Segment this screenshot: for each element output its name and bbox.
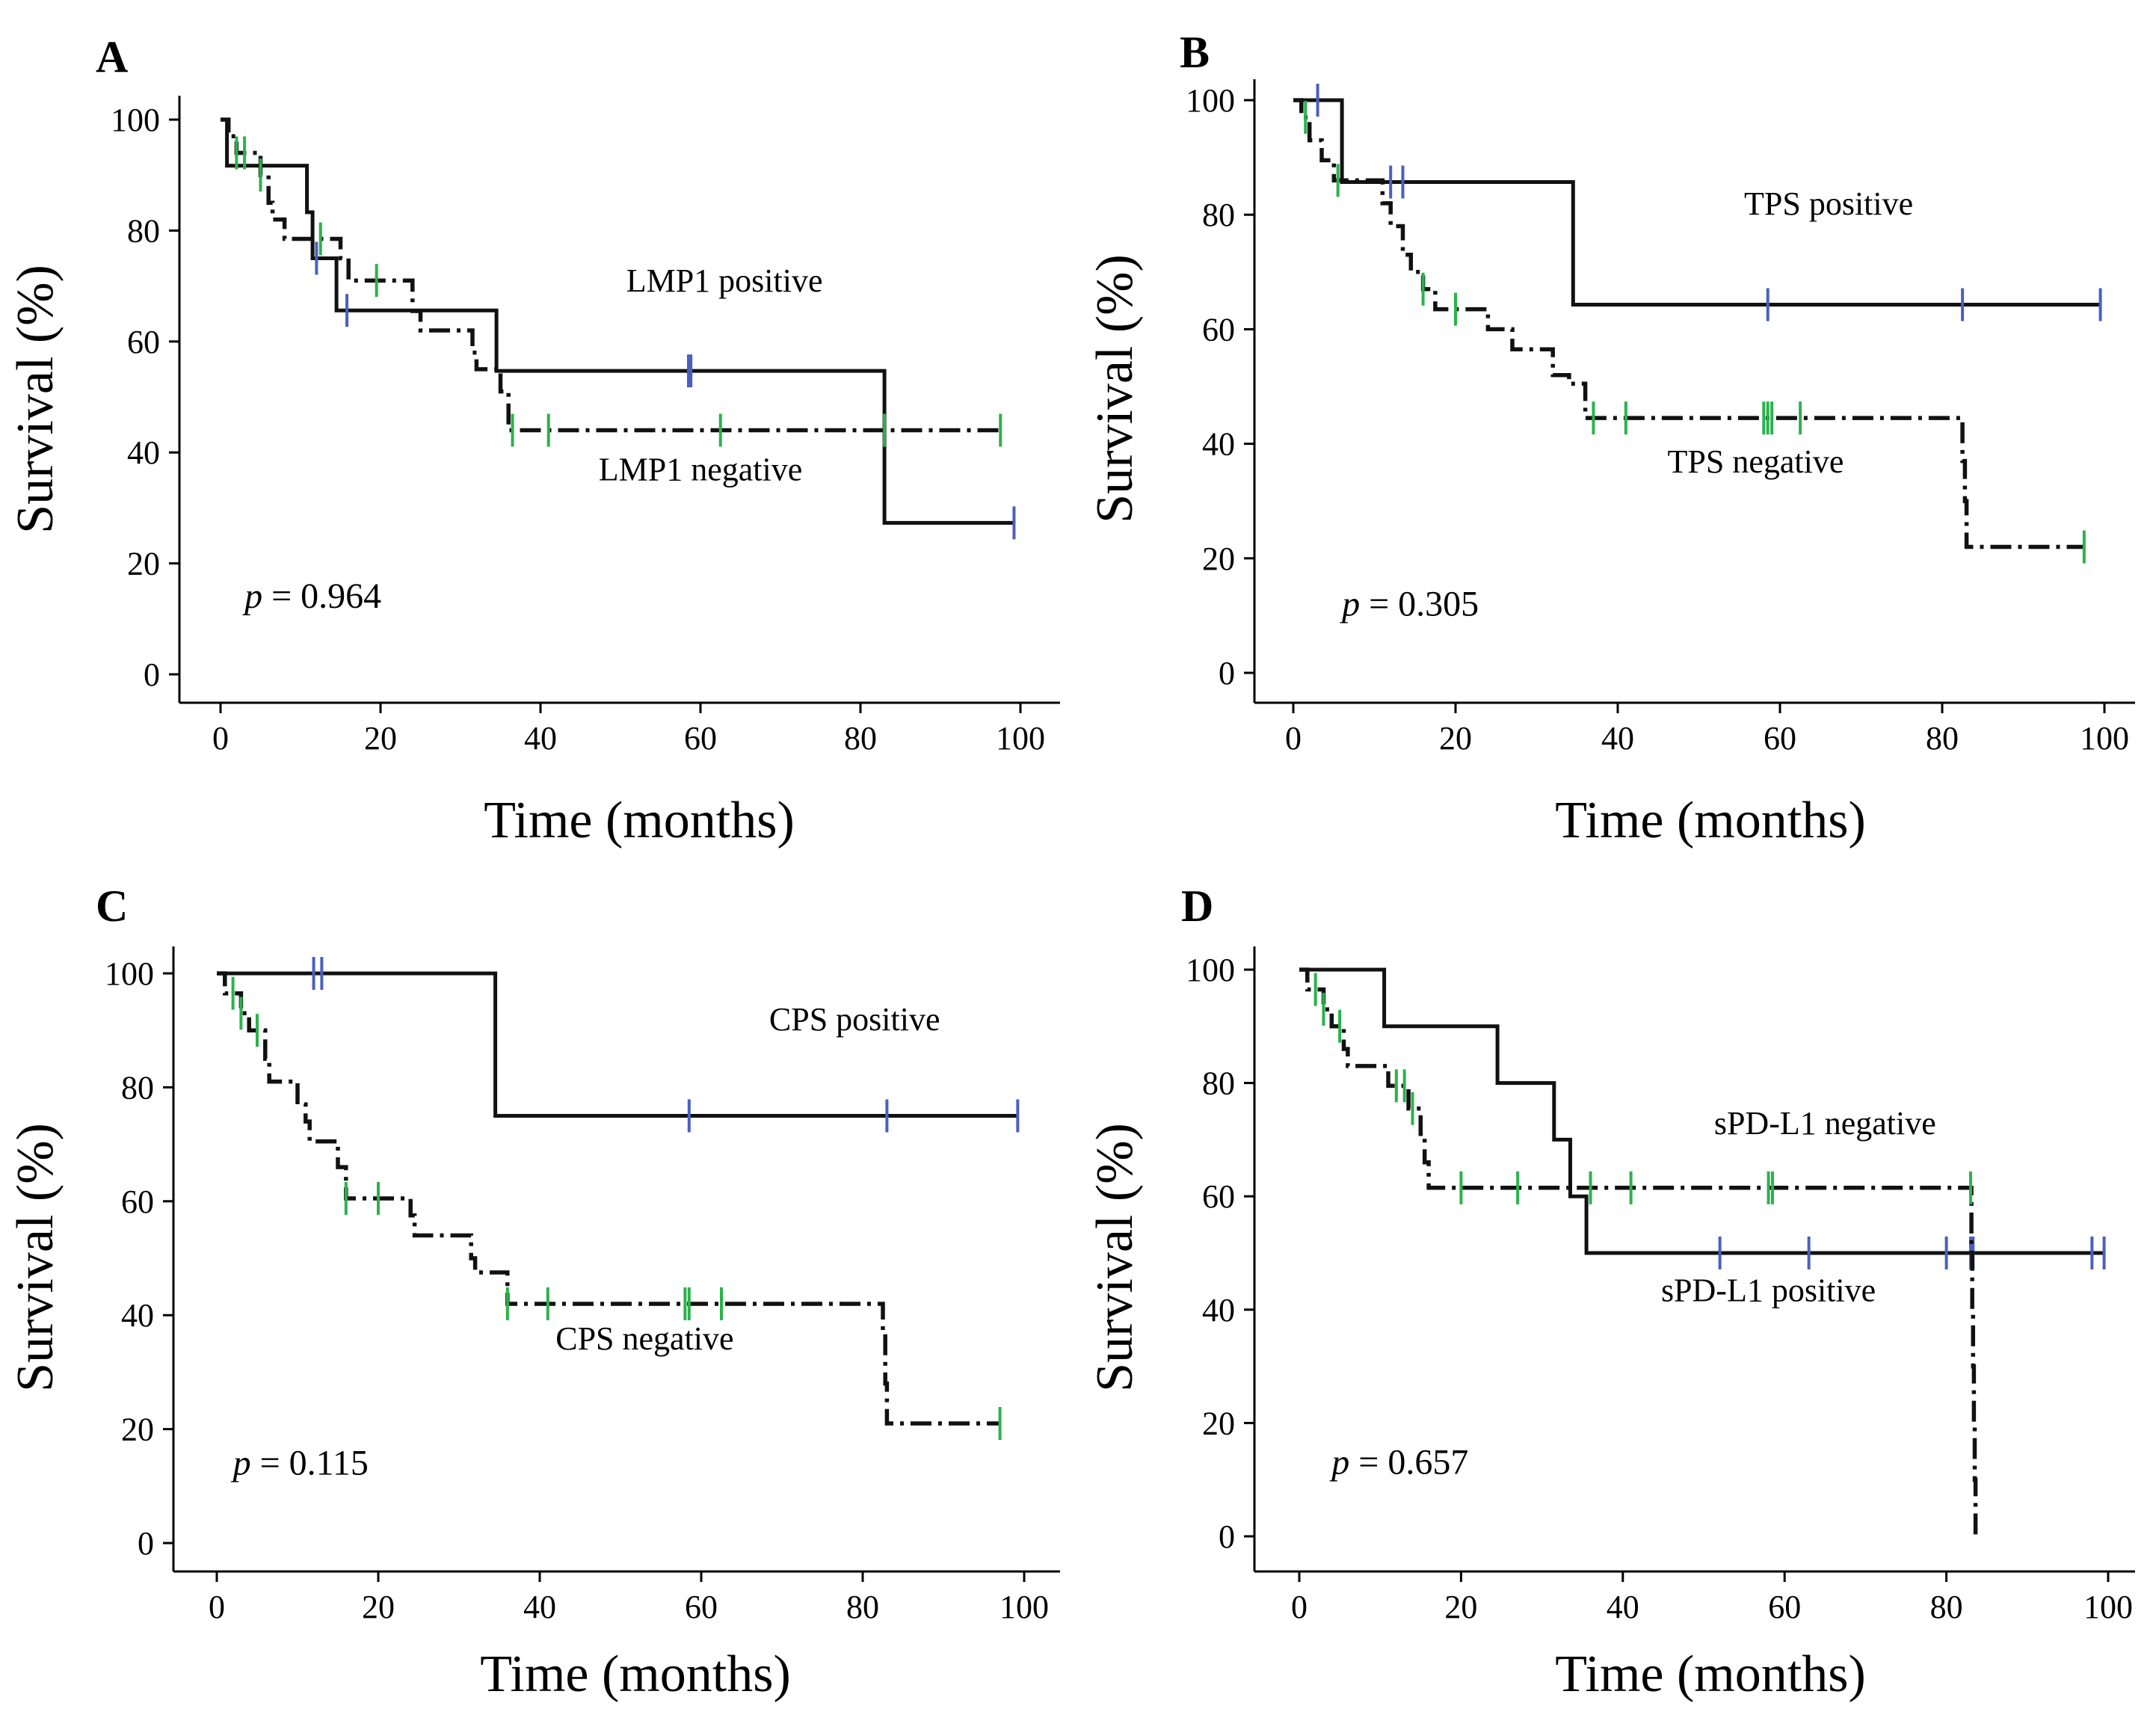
y-axis-title: Survival (%)	[1086, 254, 1144, 523]
p-value-text: p = 0.657	[1329, 1443, 1468, 1483]
p-value-text: p = 0.964	[242, 576, 381, 616]
y-tick-label: 100	[1186, 952, 1235, 988]
y-tick-label: 60	[1202, 1178, 1235, 1215]
p-symbol: p	[242, 576, 262, 616]
x-tick-label: 80	[846, 1589, 879, 1625]
p-value-text: p = 0.115	[231, 1444, 369, 1483]
y-tick-label: 60	[1202, 311, 1235, 348]
panel-letter: C	[96, 881, 128, 931]
km-curve-solid-0	[221, 117, 1014, 525]
curve-label: sPD-L1 negative	[1714, 1105, 1936, 1142]
km-curve-dashed-1	[221, 117, 1001, 433]
x-tick-label: 40	[1607, 1589, 1639, 1625]
panel-letter: A	[96, 32, 128, 81]
y-axis-title: Survival (%)	[1086, 1123, 1144, 1392]
y-tick-label: 100	[105, 955, 154, 992]
km-curve-dashed-1	[1299, 967, 1978, 1536]
y-tick-label: 40	[127, 434, 160, 471]
x-tick-label: 20	[1439, 720, 1472, 757]
km-curve-dashed-1	[217, 971, 1000, 1426]
y-tick-label: 20	[1202, 1405, 1235, 1441]
curve-label: sPD-L1 positive	[1661, 1272, 1876, 1308]
y-axis-title: Survival (%)	[7, 1123, 64, 1392]
y-axis-title: Survival (%)	[7, 265, 64, 534]
curve-label: LMP1 negative	[599, 451, 803, 487]
panel-letter: B	[1180, 28, 1210, 77]
p-value-text: p = 0.305	[1340, 584, 1479, 624]
y-tick-label: 40	[121, 1297, 154, 1334]
km-curve-solid-0	[217, 971, 1018, 1118]
p-value: = 0.964	[262, 576, 381, 616]
y-tick-label: 20	[121, 1411, 154, 1448]
x-tick-label: 60	[1764, 720, 1796, 757]
y-tick-label: 80	[127, 212, 160, 249]
x-tick-label: 0	[1285, 720, 1302, 757]
x-tick-label: 80	[1926, 720, 1959, 757]
x-tick-label: 0	[1291, 1589, 1308, 1625]
chart-panel-d: D 0 20 40 60 80 100 0 20 40 60 80 100 Time (months) Su…	[1086, 881, 2135, 1703]
y-tick-label: 0	[1219, 1518, 1235, 1555]
x-tick-label: 40	[1601, 720, 1634, 757]
y-tick-label: 20	[1202, 541, 1235, 577]
p-symbol: p	[1340, 584, 1360, 624]
x-tick-label: 20	[362, 1589, 395, 1625]
x-tick-label: 100	[2083, 1589, 2133, 1625]
y-tick-label: 80	[1202, 1065, 1235, 1102]
curve-label: CPS negative	[555, 1320, 733, 1357]
x-axis-title: Time (months)	[480, 1645, 791, 1703]
km-curve-dashed-1	[1293, 98, 2084, 549]
x-tick-label: 80	[844, 720, 877, 757]
y-tick-label: 40	[1202, 1292, 1235, 1329]
x-tick-label: 80	[1930, 1589, 1963, 1625]
x-tick-label: 100	[996, 720, 1045, 757]
p-value: = 0.657	[1349, 1443, 1468, 1483]
x-tick-label: 40	[523, 1589, 556, 1625]
chart-panel-c: C 0 20 40 60 80 100 0 20 40 60 80 100 Time (months) Su…	[7, 881, 1060, 1703]
p-symbol: p	[231, 1444, 251, 1483]
y-tick-label: 40	[1202, 426, 1235, 463]
y-tick-label: 60	[121, 1183, 154, 1220]
y-tick-label: 60	[127, 324, 160, 360]
x-tick-label: 0	[212, 720, 229, 757]
y-tick-label: 80	[121, 1069, 154, 1106]
curve-label: TPS negative	[1668, 443, 1844, 480]
y-tick-label: 0	[144, 656, 160, 693]
x-tick-label: 60	[685, 1589, 718, 1625]
chart-panel-a: A 0 20 40 60 80 100 0 20 40 60 80 100 Time (months) Su…	[7, 32, 1060, 849]
km-curve-solid-0	[1293, 98, 2101, 307]
x-tick-label: 20	[1444, 1589, 1477, 1625]
x-tick-label: 20	[364, 720, 397, 757]
x-tick-label: 100	[1000, 1589, 1049, 1625]
p-value: = 0.305	[1360, 584, 1479, 624]
p-symbol: p	[1329, 1443, 1349, 1483]
x-axis-title: Time (months)	[484, 792, 795, 849]
y-tick-label: 80	[1202, 197, 1235, 233]
curve-label: CPS positive	[769, 1001, 940, 1038]
km-curve-solid-0	[1299, 967, 2104, 1255]
chart-panel-b: B 0 20 40 60 80 100 0 20 40 60 80 100 Time (months) Su…	[1086, 28, 2135, 849]
y-tick-label: 100	[111, 102, 160, 138]
x-tick-label: 60	[684, 720, 717, 757]
y-tick-label: 0	[1219, 655, 1235, 692]
x-tick-label: 0	[209, 1589, 225, 1625]
x-tick-label: 60	[1768, 1589, 1801, 1625]
y-tick-label: 0	[138, 1525, 154, 1562]
p-value: = 0.115	[251, 1444, 369, 1483]
x-axis-title: Time (months)	[1555, 1645, 1866, 1703]
x-tick-label: 100	[2080, 720, 2129, 757]
x-axis-title: Time (months)	[1555, 792, 1866, 849]
y-tick-label: 20	[127, 546, 160, 582]
curve-label: TPS positive	[1744, 185, 1913, 222]
x-tick-label: 40	[524, 720, 557, 757]
panel-letter: D	[1181, 881, 1213, 931]
y-tick-label: 100	[1186, 82, 1235, 119]
curve-label: LMP1 positive	[626, 262, 823, 299]
